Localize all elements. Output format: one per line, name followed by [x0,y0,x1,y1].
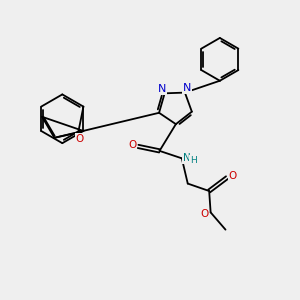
Text: N: N [158,84,166,94]
Text: N: N [183,153,190,163]
Text: O: O [200,209,208,219]
Text: O: O [76,134,84,144]
Text: O: O [229,171,237,181]
Text: O: O [128,140,136,150]
Text: N: N [183,83,191,93]
Text: H: H [190,156,196,165]
